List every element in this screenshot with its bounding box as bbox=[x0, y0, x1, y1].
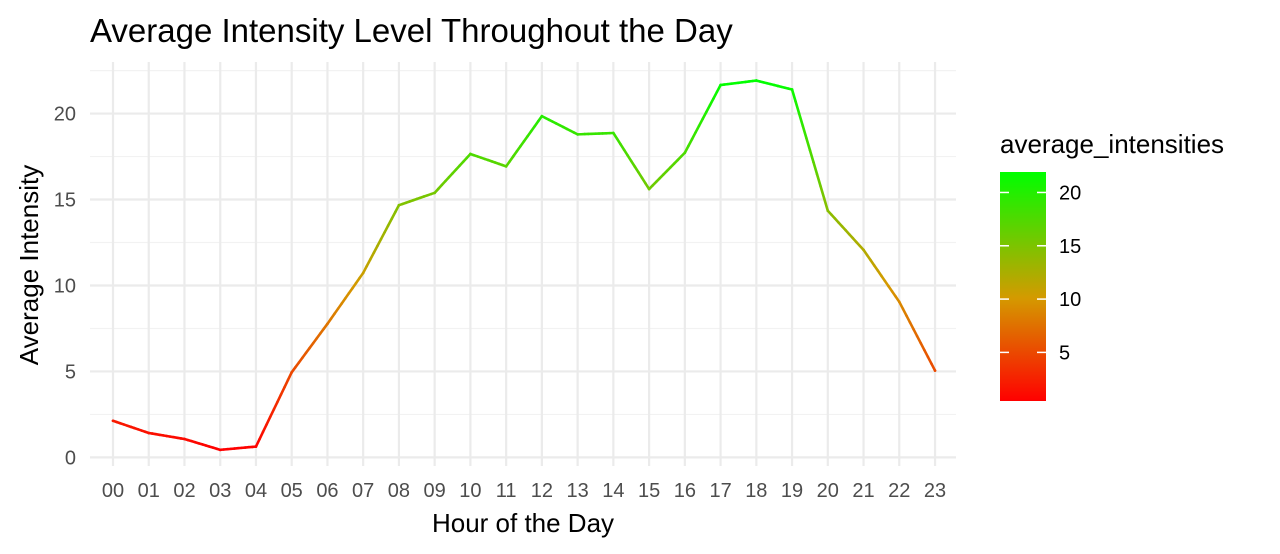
data-point bbox=[790, 88, 794, 91]
x-axis-ticks: 00 01 02 03 04 05 06 07 08 09 10 11 12 13 14 15 16 17 18 19… bbox=[102, 480, 946, 502]
data-point bbox=[147, 431, 151, 435]
line-segment bbox=[279, 385, 286, 396]
x-tick-label: 19 bbox=[781, 480, 803, 502]
data-point bbox=[826, 209, 830, 213]
x-tick-label: 05 bbox=[281, 480, 303, 502]
legend-tick-label: 15 bbox=[1059, 236, 1081, 258]
line-segment bbox=[815, 173, 822, 188]
x-tick-label: 16 bbox=[674, 480, 696, 502]
data-point bbox=[755, 79, 758, 82]
chart-title: Average Intensity Level Throughout the D… bbox=[90, 12, 733, 49]
data-point bbox=[397, 203, 401, 207]
x-tick-label: 18 bbox=[745, 480, 767, 502]
line-segment bbox=[268, 408, 276, 419]
grid bbox=[90, 62, 956, 466]
data-point bbox=[183, 437, 186, 441]
x-tick-label: 14 bbox=[602, 480, 624, 502]
data-point bbox=[218, 448, 222, 452]
data-point bbox=[254, 445, 258, 448]
line-segment bbox=[819, 185, 826, 200]
line-segment bbox=[258, 430, 265, 441]
x-tick-label: 09 bbox=[424, 480, 446, 502]
legend-colorbar bbox=[1000, 172, 1046, 401]
data-point bbox=[862, 248, 865, 252]
x-tick-label: 10 bbox=[459, 480, 481, 502]
x-tick-label: 06 bbox=[316, 480, 338, 502]
data-point bbox=[111, 419, 115, 423]
x-tick-label: 20 bbox=[817, 480, 839, 502]
data-point bbox=[433, 191, 436, 195]
x-tick-label: 07 bbox=[352, 480, 374, 502]
data-point bbox=[540, 114, 544, 118]
x-tick-label: 15 bbox=[638, 480, 660, 502]
data-point bbox=[469, 152, 472, 156]
line-segment bbox=[794, 100, 801, 116]
line-segment bbox=[265, 415, 272, 426]
data-point bbox=[647, 187, 651, 191]
line-segment bbox=[822, 197, 830, 213]
data-point bbox=[504, 165, 508, 168]
y-tick-label: 20 bbox=[54, 104, 76, 126]
line-segment bbox=[808, 148, 815, 164]
legend-ticks: 5 10 15 20 bbox=[1000, 182, 1081, 364]
data-point bbox=[683, 151, 687, 155]
x-tick-label: 03 bbox=[209, 480, 231, 502]
line-segment bbox=[261, 422, 268, 434]
data-point bbox=[897, 300, 901, 304]
x-tick-label: 04 bbox=[245, 480, 267, 502]
x-axis-title: Hour of the Day bbox=[432, 508, 614, 538]
line-segment bbox=[283, 378, 290, 389]
y-tick-label: 10 bbox=[54, 275, 76, 297]
line-segment bbox=[801, 124, 808, 140]
line-segment bbox=[805, 136, 812, 152]
legend-tick-label: 20 bbox=[1059, 182, 1081, 204]
data-point bbox=[576, 133, 579, 136]
data-point bbox=[719, 83, 722, 87]
y-axis-title: Average Intensity bbox=[14, 165, 44, 365]
legend-tick-label: 5 bbox=[1059, 342, 1070, 364]
legend-title: average_intensities bbox=[1000, 129, 1224, 159]
line-segment bbox=[790, 88, 797, 103]
x-tick-label: 11 bbox=[496, 480, 517, 502]
line-segment bbox=[797, 112, 805, 128]
x-tick-label: 02 bbox=[173, 480, 195, 502]
y-tick-label: 0 bbox=[65, 447, 76, 469]
y-tick-label: 5 bbox=[65, 361, 76, 383]
x-tick-label: 23 bbox=[924, 480, 946, 502]
data-point bbox=[361, 271, 365, 275]
x-tick-label: 13 bbox=[566, 480, 588, 502]
line-segment bbox=[254, 437, 261, 448]
line-segment bbox=[272, 400, 279, 411]
legend-tick-label: 10 bbox=[1059, 289, 1081, 311]
data-point bbox=[933, 369, 937, 372]
line-segment bbox=[812, 160, 819, 176]
data-point bbox=[612, 131, 615, 135]
y-tick-label: 15 bbox=[54, 190, 76, 212]
x-tick-label: 00 bbox=[102, 480, 124, 502]
x-tick-label: 01 bbox=[138, 480, 160, 502]
x-tick-label: 17 bbox=[709, 480, 731, 502]
line-series bbox=[111, 79, 937, 452]
x-tick-label: 12 bbox=[531, 480, 553, 502]
line-segment bbox=[276, 393, 283, 404]
y-axis-ticks: 0 5 10 15 20 bbox=[54, 104, 76, 470]
x-tick-label: 22 bbox=[888, 480, 910, 502]
x-tick-label: 21 bbox=[852, 480, 874, 502]
x-tick-label: 08 bbox=[388, 480, 410, 502]
legend: average_intensities 5 10 15 20 bbox=[1000, 129, 1224, 401]
line-segment bbox=[286, 371, 294, 382]
data-point bbox=[290, 371, 294, 374]
data-point bbox=[326, 322, 329, 326]
